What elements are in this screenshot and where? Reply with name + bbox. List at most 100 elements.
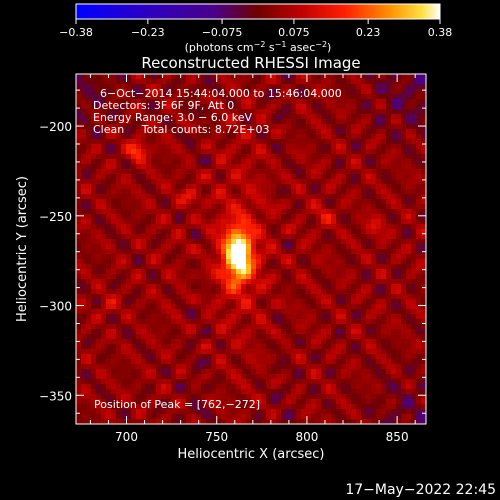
heatmap-cell	[171, 299, 177, 305]
heatmap-cell	[261, 174, 267, 180]
heatmap-cell	[281, 144, 287, 150]
heatmap-cell	[141, 199, 147, 205]
heatmap-cell	[136, 364, 142, 370]
heatmap-cell	[301, 144, 307, 150]
heatmap-cell	[391, 139, 397, 145]
heatmap-cell	[176, 299, 182, 305]
heatmap-cell	[361, 124, 367, 130]
heatmap-cell	[416, 334, 422, 340]
heatmap-cell	[421, 89, 426, 95]
heatmap-cell	[346, 159, 352, 165]
heatmap-cell	[231, 264, 237, 270]
heatmap-cell	[356, 394, 362, 400]
heatmap-cell	[106, 414, 112, 420]
heatmap-cell	[321, 339, 327, 345]
heatmap-cell	[301, 264, 307, 270]
heatmap-cell	[266, 84, 272, 90]
heatmap-cell	[306, 319, 312, 325]
heatmap-cell	[331, 129, 337, 135]
heatmap-cell	[261, 164, 267, 170]
heatmap-cell	[126, 149, 132, 155]
heatmap-cell	[126, 164, 132, 170]
heatmap-cell	[241, 279, 247, 285]
heatmap-cell	[291, 134, 297, 140]
heatmap-cell	[391, 264, 397, 270]
heatmap-cell	[191, 114, 197, 120]
heatmap-cell	[321, 119, 327, 125]
heatmap-cell	[296, 149, 302, 155]
heatmap-cell	[316, 159, 322, 165]
heatmap-cell	[196, 324, 202, 330]
heatmap-cell	[236, 324, 242, 330]
heatmap-cell	[251, 79, 257, 85]
heatmap-cell	[356, 229, 362, 235]
heatmap-cell	[416, 89, 422, 95]
heatmap-cell	[196, 304, 202, 310]
heatmap-cell	[156, 99, 162, 105]
heatmap-cell	[421, 349, 426, 355]
heatmap-cell	[421, 364, 426, 370]
heatmap-cell	[206, 244, 212, 250]
heatmap-cell	[336, 279, 342, 285]
heatmap-cell	[371, 274, 377, 280]
heatmap-cell	[141, 259, 147, 265]
heatmap-cell	[311, 289, 317, 295]
heatmap-cell	[256, 304, 262, 310]
heatmap-cell	[406, 319, 412, 325]
heatmap-cell	[161, 364, 167, 370]
heatmap-cell	[346, 244, 352, 250]
heatmap-cell	[181, 369, 187, 375]
heatmap-cell	[411, 139, 417, 145]
heatmap-cell	[96, 284, 102, 290]
heatmap-cell	[111, 159, 117, 165]
heatmap-cell	[306, 189, 312, 195]
heatmap-cell	[371, 214, 377, 220]
heatmap-cell	[156, 214, 162, 220]
heatmap-cell	[151, 344, 157, 350]
heatmap-cell	[166, 334, 172, 340]
heatmap-cell	[226, 89, 232, 95]
heatmap-cell	[386, 329, 392, 335]
heatmap-cell	[91, 169, 97, 175]
heatmap-cell	[201, 154, 207, 160]
heatmap-cell	[261, 274, 267, 280]
heatmap-cell	[111, 369, 117, 375]
heatmap-cell	[151, 79, 157, 85]
heatmap-cell	[276, 314, 282, 320]
heatmap-cell	[81, 209, 87, 215]
heatmap-cell	[411, 124, 417, 130]
heatmap-cell	[131, 204, 137, 210]
heatmap-cell	[111, 104, 117, 110]
heatmap-cell	[76, 154, 82, 160]
heatmap-cell	[376, 384, 382, 390]
heatmap-cell	[306, 149, 312, 155]
heatmap-cell	[76, 194, 82, 200]
heatmap-cell	[256, 124, 262, 130]
heatmap-cell	[186, 344, 192, 350]
heatmap-cell	[146, 164, 152, 170]
heatmap-cell	[141, 249, 147, 255]
heatmap-cell	[81, 389, 87, 395]
heatmap-cell	[381, 139, 387, 145]
heatmap-cell	[136, 209, 142, 215]
heatmap-cell	[316, 124, 322, 130]
heatmap-cell	[146, 374, 152, 380]
heatmap-cell	[356, 314, 362, 320]
heatmap-cell	[366, 264, 372, 270]
heatmap-cell	[251, 149, 257, 155]
heatmap-cell	[346, 184, 352, 190]
heatmap-cell	[266, 369, 272, 375]
heatmap-cell	[236, 419, 242, 424]
heatmap-cell	[396, 129, 402, 135]
heatmap-cell	[151, 99, 157, 105]
heatmap-cell	[391, 299, 397, 305]
heatmap-cell	[366, 179, 372, 185]
heatmap-cell	[101, 309, 107, 315]
heatmap-cell	[86, 149, 92, 155]
heatmap-cell	[346, 269, 352, 275]
heatmap-cell	[151, 184, 157, 190]
heatmap-cell	[266, 349, 272, 355]
heatmap-cell	[216, 394, 222, 400]
heatmap-cell	[416, 99, 422, 105]
heatmap-cell	[366, 204, 372, 210]
